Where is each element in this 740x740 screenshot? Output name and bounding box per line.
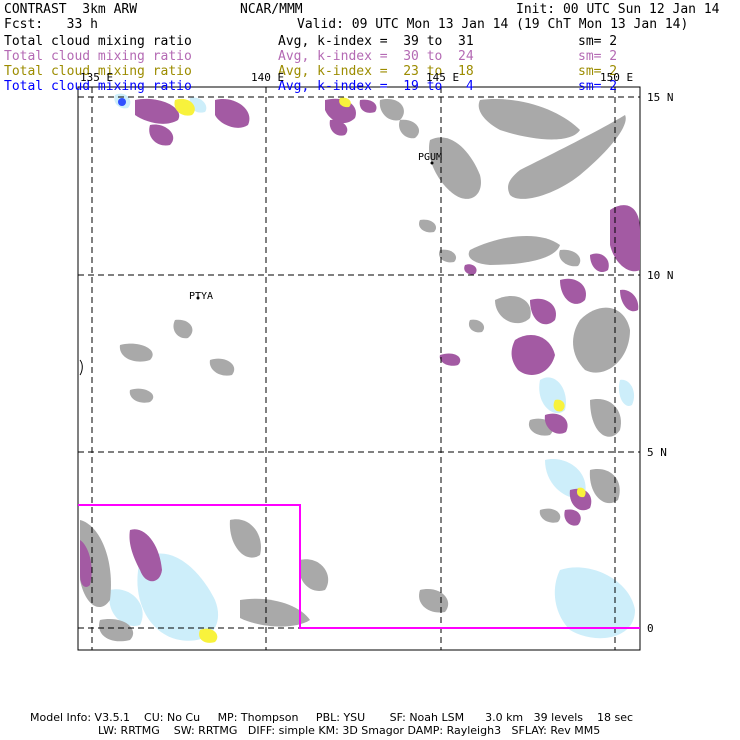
field-1-range: Avg, k-index = 30 to 24: [278, 49, 474, 64]
yellow-cloud-layer: [174, 97, 586, 643]
field-2-range: Avg, k-index = 23 to 18: [278, 64, 474, 79]
station-label-ptya: PTYA: [189, 291, 214, 302]
field-3-range: Avg, k-index = 19 to 4: [278, 79, 474, 94]
station-dot-ptya: [196, 296, 200, 300]
field-2-sm: sm= 2: [578, 64, 618, 79]
station-markers: [196, 161, 434, 300]
lat-label-10n: 10 N: [647, 269, 674, 282]
field-3-sm: sm= 2: [578, 79, 618, 94]
field-2-name: Total cloud mixing ratio: [4, 64, 192, 79]
field-0-name: Total cloud mixing ratio: [4, 34, 192, 49]
field-3-name: Total cloud mixing ratio: [4, 79, 192, 94]
field-1-sm: sm= 2: [578, 49, 618, 64]
model-title: CONTRAST 3km ARW: [4, 2, 138, 17]
domain-box: [78, 504, 640, 629]
coastline-mark: [79, 359, 83, 376]
model-info-line-1: Model Info: V3.5.1 CU: No Cu MP: Thompso…: [30, 711, 634, 724]
station-label-pgum: PGUM: [418, 152, 443, 163]
field-1-name: Total cloud mixing ratio: [4, 49, 192, 64]
model-info-line-2: LW: RRTMG SW: RRTMG DIFF: simple KM: 3D …: [98, 724, 601, 737]
purple-cloud-layer: [80, 98, 640, 587]
lon-label-140: 140 E: [251, 71, 285, 84]
valid-time: Valid: 09 UTC Mon 13 Jan 14 (19 ChT Mon …: [297, 17, 689, 32]
lon-label-145: 145 E: [426, 71, 460, 84]
lon-label-150: 150 E: [600, 71, 634, 84]
lat-label-15n: 15 N: [647, 91, 674, 104]
lat-label-5n: 5 N: [647, 446, 667, 459]
forecast-hour: Fcst: 33 h: [4, 17, 98, 32]
gray-cloud-layer: [80, 99, 630, 642]
station-dot-pgum: [430, 161, 434, 165]
init-time: Init: 00 UTC Sun 12 Jan 14: [516, 2, 720, 17]
lon-label-135: 135 E: [80, 71, 114, 84]
lat-label-0: 0: [647, 622, 654, 635]
blue-cloud-layer: [118, 98, 126, 106]
field-0-sm: sm= 2: [578, 34, 618, 49]
field-0-range: Avg, k-index = 39 to 31: [278, 34, 474, 49]
center-title: NCAR/MMM: [240, 2, 303, 17]
